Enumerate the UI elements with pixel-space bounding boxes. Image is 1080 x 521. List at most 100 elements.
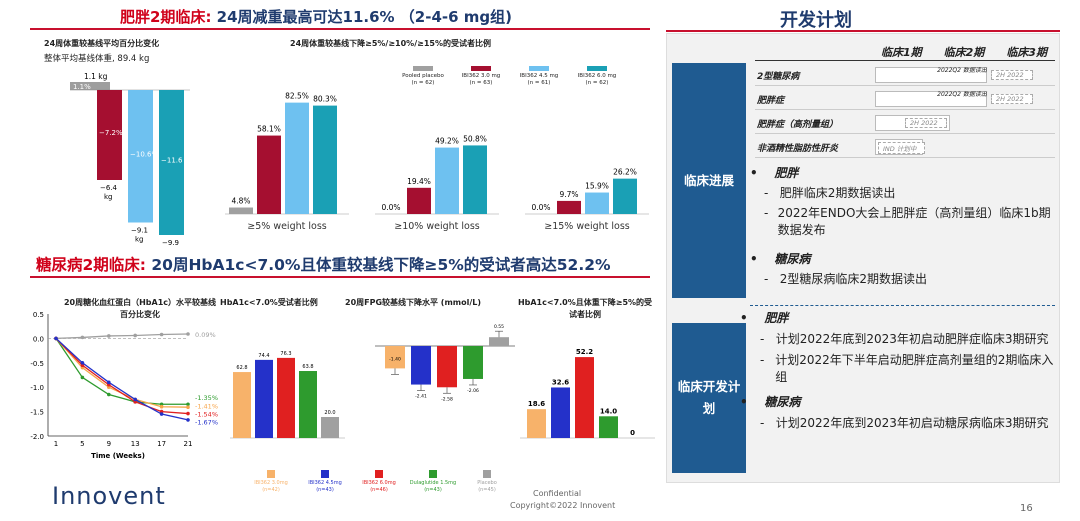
- chart6-bar: [527, 409, 546, 438]
- legend-swatch: [483, 470, 491, 478]
- plan-item-3: 计划2022年底到2023年初启动糖尿病临床3期研究: [775, 416, 1049, 430]
- legend-n: (n=42): [262, 486, 280, 493]
- chart1-bar-kg: −9.1: [131, 227, 148, 235]
- gantt-row: 肥胖症（高剂量组） 2H 2022: [755, 112, 1055, 134]
- legend-n: (n=43): [316, 486, 334, 493]
- plan-item-2: 计划2022年下半年启动肥胖症高剂量组的2期临床入组: [775, 353, 1054, 384]
- plan-content: • 肥胖 - 计划2022年底到2023年初启动肥胖症临床3期研究 - 计划20…: [740, 310, 1055, 432]
- gantt-tag: 2H 2022: [991, 70, 1033, 80]
- gantt-header-phase1: 临床1期: [881, 46, 922, 59]
- chart3-point: [107, 334, 111, 338]
- gantt-header-line: [755, 60, 1055, 61]
- dev-plan-title: 开发计划: [780, 10, 852, 31]
- chart2-legend: Pooled placebo (n = 62) IBI362 3.0 mg (n = …: [395, 66, 655, 96]
- dash-icon: -: [764, 272, 780, 286]
- chart1-subtitle: 整体平均基线体重, 89.4 kg: [44, 54, 150, 64]
- chart2-bar-label: 80.3%: [313, 95, 337, 104]
- section-title-diabetes: 糖尿病2期临床: 20周HbA1c<7.0%且体重较基线下降≥5%的受试者高达5…: [36, 256, 611, 274]
- chart6-bar: [599, 416, 618, 438]
- gantt-row-label: 非酒精性脂肪性肝炎: [757, 144, 839, 154]
- chart3-point: [80, 375, 85, 380]
- chart2-bar-label: 50.8%: [463, 134, 487, 143]
- gantt-bar: [875, 67, 987, 83]
- gantt-tag: IND 计划中: [878, 142, 926, 154]
- legend-name: IBI362 3.0 mg: [461, 73, 501, 79]
- chart5-bar: [385, 346, 405, 369]
- gantt-row-label: 肥胖症: [757, 96, 785, 106]
- chart2-bar-label: 26.2%: [613, 168, 637, 177]
- gantt-bar: [875, 91, 987, 107]
- chart5-bar: [437, 346, 457, 388]
- chart2-legend-item: IBI362 3.0 mg (n = 63): [453, 66, 509, 87]
- chart2-group-label: ≥10% weight loss: [394, 221, 480, 232]
- chart3-point: [186, 405, 190, 410]
- chart2-bar: [313, 105, 337, 214]
- chart3-series-line: [55, 333, 189, 340]
- progress-h1: 肥胖: [774, 166, 799, 180]
- chart1-bar-pct: −7.2%: [99, 129, 123, 137]
- chart3-point: [80, 335, 85, 340]
- chart2-bar-label: 49.2%: [435, 137, 459, 146]
- gantt-row: 2型糖尿病 2022Q2 数据读出 2H 2022: [755, 64, 1055, 86]
- legend-n: (n = 61): [527, 80, 551, 86]
- legend-swatch: [267, 470, 275, 478]
- chart2-legend-item: IBI362 6.0 mg (n = 62): [569, 66, 625, 87]
- legend-swatch: [587, 66, 607, 71]
- chart3-xtick: 5: [80, 440, 84, 448]
- chart5-bar: [411, 346, 431, 385]
- legend-name: IBI362 4.5 mg: [519, 73, 559, 79]
- progress-item-2: 2022年ENDO大会上肥胖症（高剂量组）临床1b期数据发布: [777, 206, 1051, 237]
- chart2-legend-item: Pooled placebo (n = 62): [395, 66, 451, 87]
- footer-confidential: Confidential: [533, 489, 582, 498]
- chart3-point: [159, 404, 164, 409]
- chart3-point: [133, 397, 137, 402]
- chart3-ytick: -1.5: [30, 409, 44, 417]
- chart3-xtick: 1: [54, 440, 58, 448]
- chart6-bar-label: 0: [630, 429, 635, 437]
- chart3-point: [159, 412, 164, 416]
- chart4-bar: [233, 372, 251, 438]
- legend-swatch: [375, 470, 383, 478]
- side-label-plan: 临床开发计划: [672, 323, 746, 473]
- chart2-bar-label: 82.5%: [285, 92, 309, 101]
- title-underline-2: [30, 276, 650, 278]
- legend-n: (n = 62): [585, 80, 609, 86]
- side-label-progress: 临床进展: [672, 63, 746, 298]
- chart3-point: [186, 418, 190, 422]
- chart2-group-label: ≥5% weight loss: [247, 221, 327, 232]
- dash-icon: -: [760, 332, 776, 346]
- gantt-tag: 2H 2022: [905, 118, 947, 128]
- chart3-series-line: [55, 338, 188, 405]
- gantt-header: 临床1期 临床2期 临床3期: [870, 44, 1058, 60]
- chart1-title: 24周体重较基线平均百分比变化: [44, 39, 160, 48]
- chart3-end-label: -1.35%: [195, 394, 218, 402]
- chart2-bar: [435, 147, 459, 214]
- panel-divider: [750, 305, 1055, 306]
- chart4-bar: [255, 359, 273, 438]
- section-title-obesity: 肥胖2期临床: 24周减重最高可达11.6% （2-4-6 mg组): [120, 8, 513, 26]
- gantt-chart: 2型糖尿病 2022Q2 数据读出 2H 2022 肥胖症 2022Q2 数据读出 2H …: [755, 64, 1055, 164]
- gantt-tag: 2H 2022: [991, 94, 1033, 104]
- chart1-bar-kg: −6.4: [100, 184, 118, 192]
- gantt-note: 2022Q2 数据读出: [937, 67, 987, 74]
- gantt-row: 肥胖症 2022Q2 数据读出 2H 2022: [755, 88, 1055, 110]
- chart4-bar-label: 74.4: [258, 353, 269, 359]
- gantt-header-phase3: 临床3期: [1006, 46, 1047, 59]
- legend-name: Placebo: [477, 480, 497, 486]
- legend-swatch: [471, 66, 491, 71]
- chart2-bar-label: 4.8%: [231, 197, 250, 206]
- progress-item-3: 2型糖尿病临床2期数据读出: [779, 272, 928, 286]
- dash-icon: -: [764, 206, 776, 237]
- chart3-xtick: 21: [184, 440, 193, 448]
- legend-name: Pooled placebo: [402, 73, 444, 79]
- chart5-bar-label: 0.55: [494, 324, 504, 330]
- diabetes-legend-item: IBI362 4.5mg (n=43): [299, 470, 351, 493]
- plan-h2: 糖尿病: [764, 395, 801, 409]
- legend-name: Dulaglutide 1.5mg: [409, 480, 457, 486]
- chart3-point: [186, 402, 190, 407]
- progress-content: • 肥胖 - 肥胖临床2期数据读出 - 2022年ENDO大会上肥胖症（高剂量组…: [750, 165, 1055, 288]
- bullet-icon: •: [740, 311, 765, 325]
- legend-n: (n=46): [370, 486, 388, 493]
- chart3-ytick: 0.0: [33, 335, 44, 343]
- chart3-title: 20周糖化血红蛋白（HbA1c）水平较基线百分比变化: [63, 298, 217, 319]
